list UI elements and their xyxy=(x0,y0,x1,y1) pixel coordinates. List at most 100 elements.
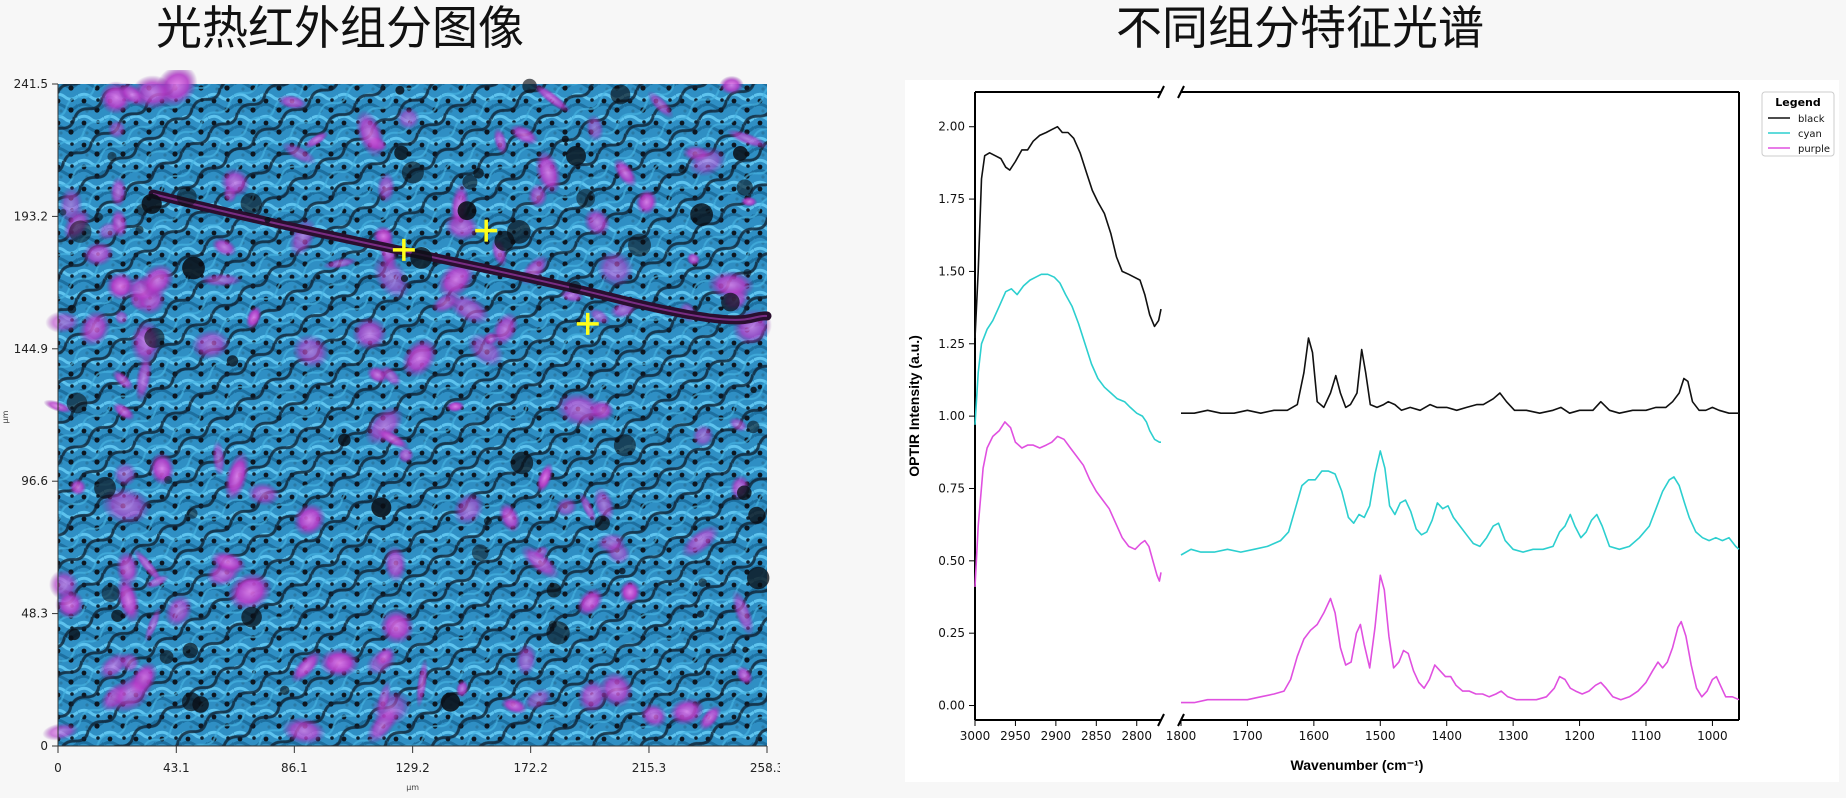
dark-spot xyxy=(144,327,165,348)
purple-region xyxy=(291,333,330,369)
purple-region xyxy=(303,131,329,149)
dark-spot xyxy=(338,433,351,447)
purple-region xyxy=(500,697,528,715)
purple-region xyxy=(740,196,758,207)
dark-spot xyxy=(69,220,92,243)
dark-spot xyxy=(66,392,88,414)
dark-spot xyxy=(522,78,537,94)
dark-spot xyxy=(737,485,752,501)
purple-region xyxy=(726,129,769,149)
dark-spot xyxy=(226,355,239,367)
purple-region xyxy=(555,496,578,518)
x-tick-label: 258.3 xyxy=(750,761,780,775)
x-tick-label: 1600 xyxy=(1299,729,1330,743)
dark-spot xyxy=(576,188,596,208)
purple-region xyxy=(210,550,247,574)
dark-spot xyxy=(176,186,197,207)
purple-region xyxy=(211,440,226,477)
dark-spot xyxy=(135,225,144,234)
x-tick-label: 1800 xyxy=(1166,729,1197,743)
x-tick-label: 2900 xyxy=(1041,729,1072,743)
y-tick-label: 1.25 xyxy=(938,337,965,351)
purple-region xyxy=(290,650,322,684)
cross-marker xyxy=(392,238,415,261)
purple-region xyxy=(119,652,140,673)
spectra-chart: 0.00 0.25 0.50 0.75 1.00 1.25 1.50 1.75 2.00 3000… xyxy=(906,85,1835,773)
component-map xyxy=(42,65,772,746)
y-tick-label: 0.75 xyxy=(938,481,965,495)
series-line-cyan xyxy=(974,273,1161,443)
dark-spot xyxy=(506,220,531,244)
y-tick-label: 144.9 xyxy=(14,342,48,356)
series-line-black xyxy=(974,125,1162,339)
dark-spot xyxy=(400,274,409,282)
axis-break-mark xyxy=(1157,713,1165,727)
right-panel-title: 不同组分特征光谱 xyxy=(1116,1,1484,55)
x-tick-label: 1300 xyxy=(1498,729,1529,743)
dark-spot xyxy=(59,209,67,216)
purple-region xyxy=(351,316,388,351)
purple-region xyxy=(498,502,521,533)
dark-spot xyxy=(594,515,610,531)
purple-region xyxy=(598,671,634,708)
y-tick-label: 96.6 xyxy=(21,474,48,488)
purple-region xyxy=(97,220,120,241)
purple-region xyxy=(224,451,250,502)
purple-region xyxy=(579,492,597,524)
purple-region xyxy=(135,353,153,403)
purple-region xyxy=(355,109,385,159)
purple-region xyxy=(646,90,674,119)
x-tick-label: 86.1 xyxy=(281,761,308,775)
purple-region xyxy=(396,106,421,131)
purple-region xyxy=(509,124,539,146)
purple-region xyxy=(735,665,754,686)
purple-region xyxy=(719,75,744,95)
purple-region xyxy=(78,310,111,347)
dark-spot xyxy=(721,292,740,312)
purple-region xyxy=(493,127,508,155)
dark-spot xyxy=(395,85,405,95)
legend-title: Legend xyxy=(1775,96,1821,109)
purple-region xyxy=(585,114,604,142)
purple-region xyxy=(281,717,327,745)
left-panel-title: 光热红外组分图像 xyxy=(156,1,524,55)
dark-spot xyxy=(280,685,290,695)
x-tick-label: 1500 xyxy=(1365,729,1396,743)
dark-spot xyxy=(510,451,534,475)
purple-region xyxy=(69,478,87,496)
spectra-axes: 0.00 0.25 0.50 0.75 1.00 1.25 1.50 1.75 2.00 3000… xyxy=(906,120,1728,773)
purple-region xyxy=(613,158,638,188)
dark-spot xyxy=(240,192,262,214)
dark-spot xyxy=(747,566,770,590)
y-axis-title: OPTIR Intensity (a.u.) xyxy=(906,335,922,477)
purple-region xyxy=(577,679,608,714)
cross-marker xyxy=(475,219,498,242)
x-tick-label: 43.1 xyxy=(163,761,190,775)
fissure-edge xyxy=(152,193,768,321)
purple-region xyxy=(277,94,308,110)
dark-spot xyxy=(182,642,198,659)
purple-region xyxy=(452,491,485,526)
purple-region xyxy=(116,575,141,624)
dark-spot xyxy=(182,256,205,280)
purple-region xyxy=(691,424,715,448)
spectra-panel: 0.00 0.25 0.50 0.75 1.00 1.25 1.50 1.75 2.00 3000… xyxy=(905,80,1839,782)
y-tick-label: 193.2 xyxy=(14,209,48,223)
series-line-purple xyxy=(974,421,1162,587)
purple-region xyxy=(281,141,317,165)
legend-box xyxy=(1761,91,1835,157)
purple-region xyxy=(596,250,634,288)
dark-spot xyxy=(473,168,484,179)
dark-spot xyxy=(241,606,262,628)
dark-spot xyxy=(746,420,760,434)
dark-spots xyxy=(59,78,770,713)
dark-spot xyxy=(440,692,461,712)
component-image-chart: 0 43.1 86.1 129.2 172.2 215.3 258.3 241.5 193.2 1… xyxy=(1,65,784,792)
purple-region xyxy=(401,337,438,378)
dark-spot xyxy=(736,179,753,196)
purple-region xyxy=(668,697,705,726)
purple-region xyxy=(293,502,326,537)
series-line-purple xyxy=(1181,574,1740,704)
y-tick-label: 1.75 xyxy=(938,192,965,206)
series-line-cyan xyxy=(1180,450,1740,556)
